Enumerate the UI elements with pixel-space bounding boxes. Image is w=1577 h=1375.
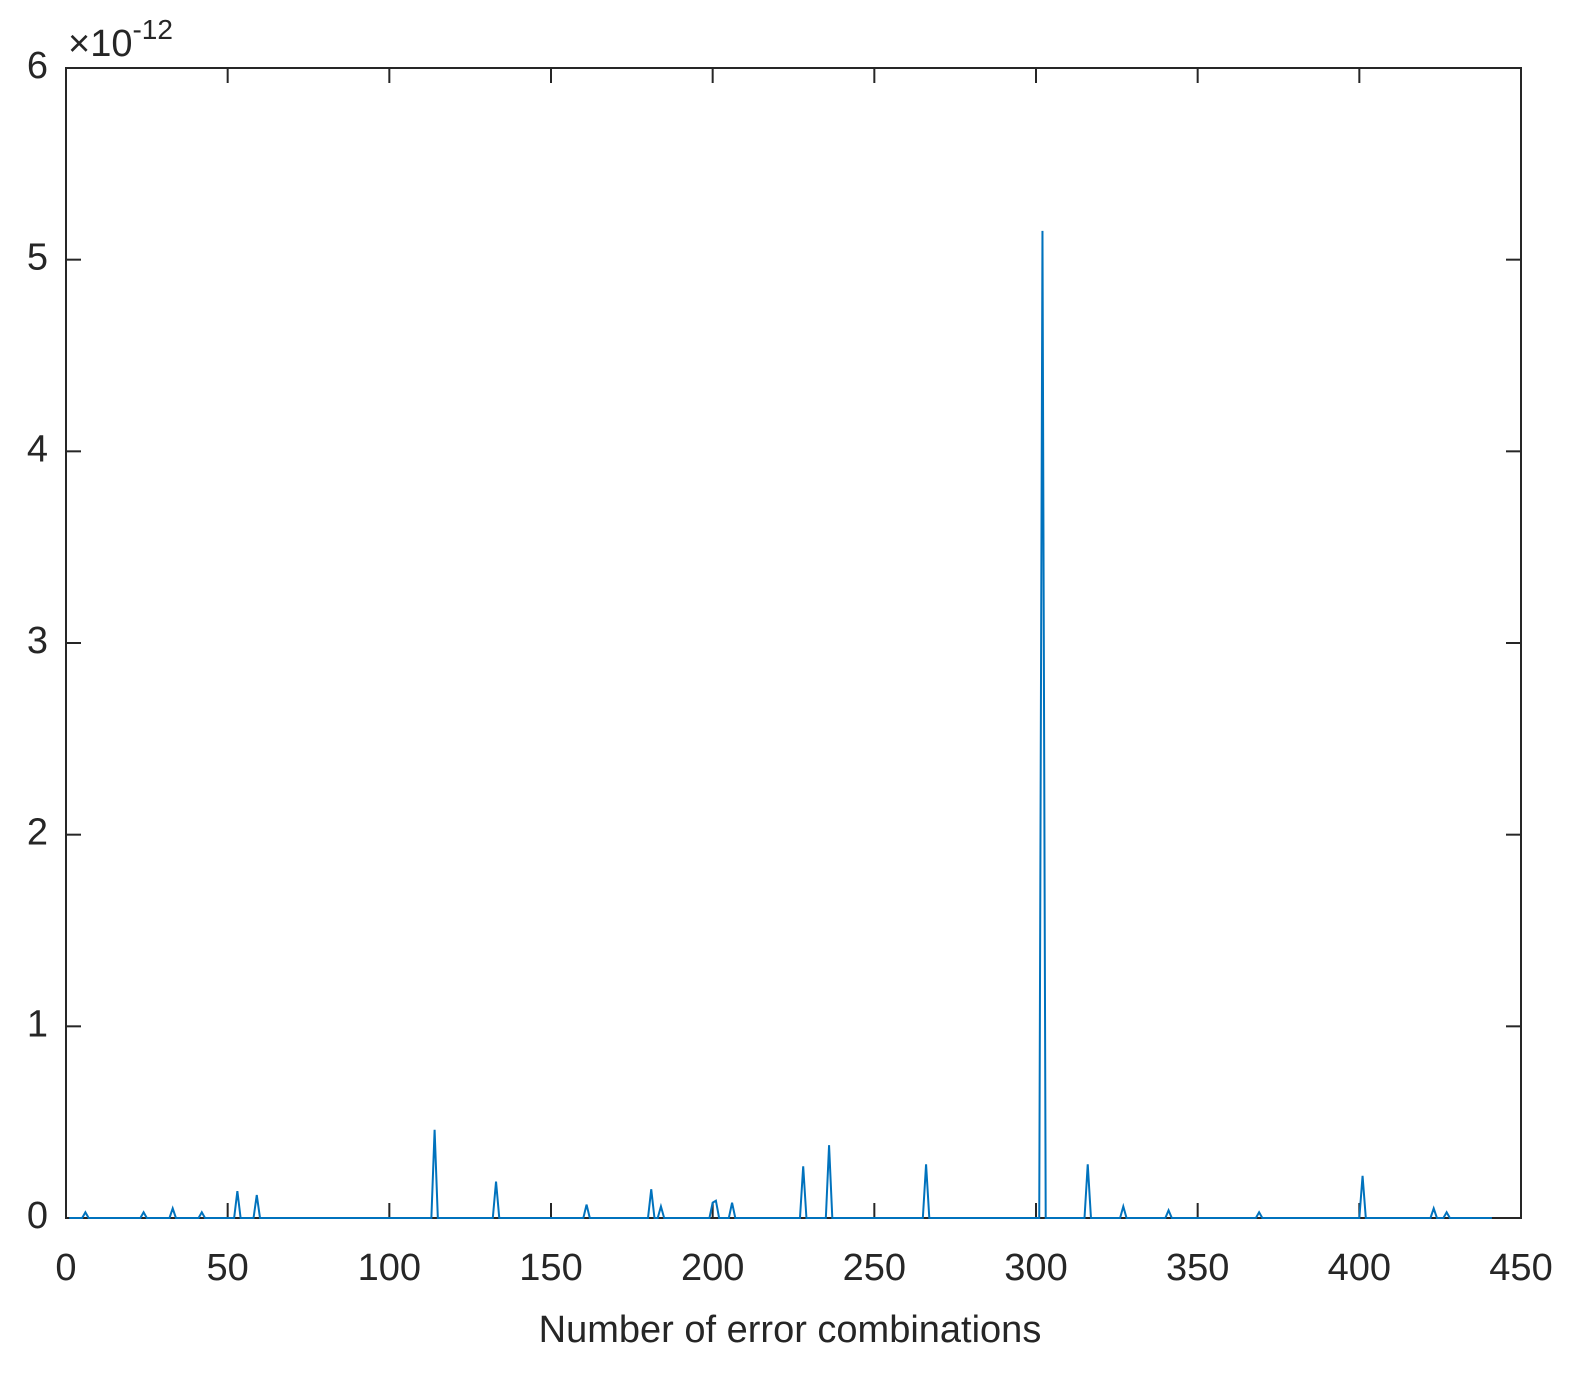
plot-frame <box>65 67 1522 1219</box>
x-tick-label: 250 <box>843 1247 906 1289</box>
x-tick-label: 50 <box>207 1247 249 1289</box>
x-tick-label: 0 <box>55 1247 76 1289</box>
x-tick-label: 100 <box>358 1247 421 1289</box>
y-tick-label: 1 <box>27 1003 48 1045</box>
y-multiplier: ×10-12 <box>68 14 173 65</box>
data-line <box>69 230 1492 1219</box>
y-tick-label: 4 <box>27 428 48 470</box>
x-axis-label: Number of error combinations <box>539 1309 1042 1351</box>
multiplier-exponent: -12 <box>132 14 172 45</box>
y-tick-label: 5 <box>27 237 48 279</box>
x-tick-label: 150 <box>519 1247 582 1289</box>
x-tick-label: 300 <box>1004 1247 1067 1289</box>
y-tick-label: 3 <box>27 620 48 662</box>
x-tick-label: 350 <box>1166 1247 1229 1289</box>
x-tick-label: 200 <box>681 1247 744 1289</box>
y-tick-label: 0 <box>27 1195 48 1237</box>
y-tick-label: 2 <box>27 812 48 854</box>
multiplier-base: ×10 <box>68 23 132 65</box>
y-tick-label: 6 <box>27 45 48 87</box>
x-tick-label: 450 <box>1489 1247 1552 1289</box>
x-tick-label: 400 <box>1328 1247 1391 1289</box>
